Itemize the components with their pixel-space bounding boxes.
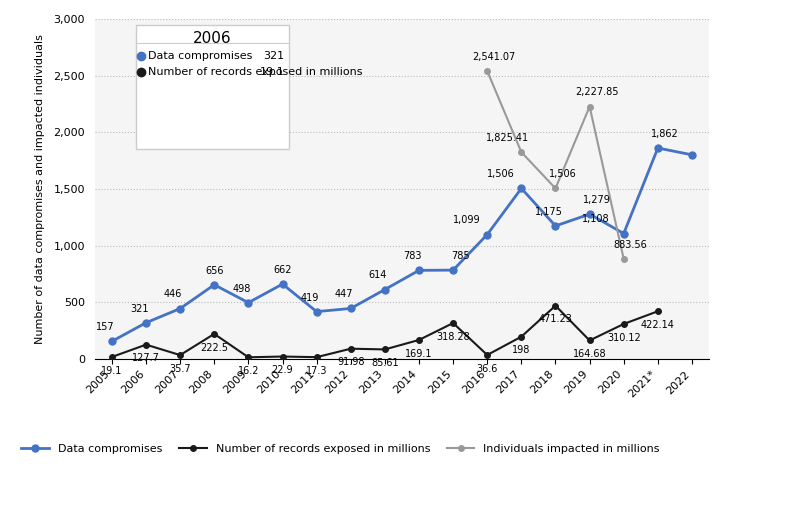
Text: 783: 783 xyxy=(403,251,421,261)
Text: 1,108: 1,108 xyxy=(582,215,610,225)
Text: 883.56: 883.56 xyxy=(614,240,648,250)
Text: 169.1: 169.1 xyxy=(405,349,433,358)
Text: 446: 446 xyxy=(164,289,183,299)
Text: 2,541.07: 2,541.07 xyxy=(472,52,515,62)
Text: 19.1: 19.1 xyxy=(102,366,123,375)
Text: 498: 498 xyxy=(232,284,250,294)
Text: 422.14: 422.14 xyxy=(641,320,674,330)
Text: 318.28: 318.28 xyxy=(436,332,470,342)
Text: Data compromises: Data compromises xyxy=(148,52,252,62)
Text: 222.5: 222.5 xyxy=(200,342,228,353)
FancyBboxPatch shape xyxy=(136,24,290,149)
Text: 1,862: 1,862 xyxy=(651,129,678,139)
Text: 22.9: 22.9 xyxy=(272,365,294,375)
Text: 164.68: 164.68 xyxy=(573,349,607,359)
Text: 1,506: 1,506 xyxy=(486,169,515,179)
Text: 447: 447 xyxy=(334,289,353,299)
Text: 17.3: 17.3 xyxy=(306,366,327,376)
Text: 310.12: 310.12 xyxy=(607,332,641,342)
Text: 785: 785 xyxy=(451,251,469,261)
Text: 419: 419 xyxy=(301,293,319,303)
Text: 85.61: 85.61 xyxy=(371,358,399,368)
Text: 35.7: 35.7 xyxy=(169,364,191,374)
Text: 1,099: 1,099 xyxy=(453,216,480,226)
Text: 2,227.85: 2,227.85 xyxy=(575,88,619,97)
Y-axis label: Number of data compromises and impacted individuals: Number of data compromises and impacted … xyxy=(35,34,45,344)
Text: 91.98: 91.98 xyxy=(337,357,364,367)
Text: 19.1: 19.1 xyxy=(260,67,284,78)
Text: 471.23: 471.23 xyxy=(538,314,572,324)
Text: 127.7: 127.7 xyxy=(132,353,160,363)
Legend: Data compromises, Number of records exposed in millions, Individuals impacted in: Data compromises, Number of records expo… xyxy=(17,440,664,458)
Text: Number of records exposed in millions: Number of records exposed in millions xyxy=(148,67,362,78)
Text: 1,506: 1,506 xyxy=(549,169,576,179)
Text: 1,175: 1,175 xyxy=(534,207,563,217)
Text: 656: 656 xyxy=(205,266,224,276)
Text: 321: 321 xyxy=(263,52,284,62)
Text: 614: 614 xyxy=(369,270,387,280)
Text: 321: 321 xyxy=(130,304,148,314)
Text: 198: 198 xyxy=(512,345,530,355)
Text: 662: 662 xyxy=(273,265,292,275)
Text: 36.6: 36.6 xyxy=(477,364,498,374)
Text: 1,279: 1,279 xyxy=(582,195,611,205)
Text: 16.2: 16.2 xyxy=(238,366,259,376)
Text: 2006: 2006 xyxy=(194,31,232,47)
Text: 1,825.41: 1,825.41 xyxy=(486,133,529,143)
Text: 157: 157 xyxy=(96,322,114,332)
